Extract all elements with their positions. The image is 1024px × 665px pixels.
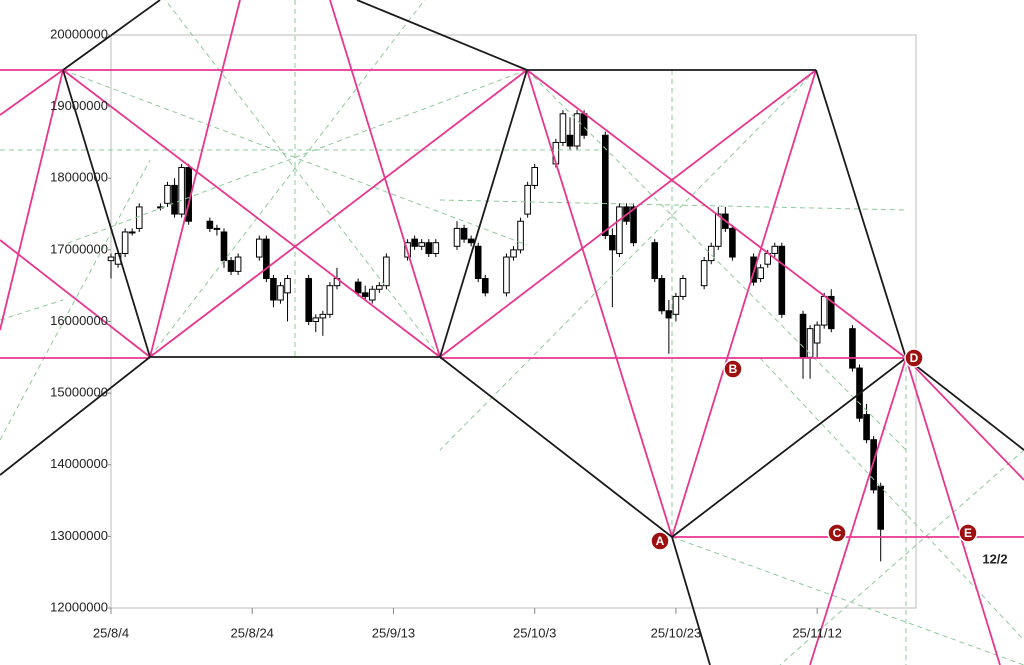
marker-label: D <box>910 351 919 365</box>
candle-body <box>305 278 313 322</box>
candle-body <box>651 242 659 280</box>
candle-body <box>234 256 242 272</box>
candle-body <box>700 260 708 287</box>
candle-body <box>171 184 178 215</box>
candle-body <box>849 328 856 369</box>
x-tick-label: 25/11/12 <box>792 625 842 640</box>
candle-body <box>524 184 531 215</box>
y-tick-label: 15000000 <box>50 385 108 400</box>
candle-body <box>566 134 574 147</box>
candle-body <box>270 278 277 301</box>
candle-body <box>616 206 623 254</box>
candle-body <box>326 285 334 315</box>
candle-body <box>284 278 291 294</box>
candle-body <box>107 256 115 262</box>
candle-body <box>277 285 284 301</box>
candle-body <box>679 278 687 297</box>
candle-body <box>820 295 828 326</box>
candle-body <box>263 238 270 280</box>
candle-body <box>510 249 517 258</box>
candle-body <box>870 439 877 491</box>
candle-body <box>714 213 722 247</box>
candle-body <box>213 227 221 230</box>
point-markers: A B C D E <box>650 348 978 551</box>
candle-body <box>128 231 136 234</box>
x-tick-label: 25/8/24 <box>231 625 274 640</box>
y-tick-label: 12000000 <box>50 599 108 614</box>
candle-body <box>573 113 581 147</box>
candle-body <box>460 227 468 240</box>
candle-body <box>580 113 588 136</box>
candle-body <box>227 260 235 272</box>
candle-body <box>411 238 418 247</box>
candles <box>107 110 884 562</box>
candle-body <box>806 328 814 358</box>
x-tick-label: 25/10/3 <box>513 625 556 640</box>
candle-body <box>255 238 263 258</box>
candle-body <box>121 231 129 254</box>
candle-body <box>178 167 185 215</box>
candle-body <box>206 220 214 229</box>
candle-body <box>771 245 779 254</box>
y-tick-label: 20000000 <box>50 26 108 41</box>
candle-body <box>354 281 362 294</box>
marker-label: A <box>656 534 665 548</box>
candle-body <box>453 227 461 247</box>
candle-body <box>778 245 786 315</box>
candle-body <box>418 242 426 247</box>
candle-body <box>135 206 143 229</box>
y-tick-label: 16000000 <box>50 313 108 328</box>
y-tick-label: 14000000 <box>50 456 108 471</box>
date-note: 12/2 <box>982 551 1007 566</box>
x-tick-label: 25/10/23 <box>651 625 702 640</box>
candle-body <box>672 295 680 315</box>
candle-body <box>376 285 383 290</box>
candle-body <box>799 313 807 358</box>
y-tick-label: 19000000 <box>50 98 108 113</box>
candle-body <box>503 256 510 294</box>
candle-body <box>630 206 637 244</box>
y-tick-label: 18000000 <box>50 170 108 185</box>
candle-body <box>361 292 369 297</box>
candle-body <box>319 313 327 319</box>
candle-body <box>813 324 821 344</box>
candle-body <box>312 317 320 323</box>
candle-body <box>531 167 538 186</box>
candle-body <box>609 235 616 251</box>
x-tick-label: 25/8/4 <box>93 625 129 640</box>
candle-body <box>559 113 567 143</box>
candle-body <box>658 278 666 312</box>
candle-body <box>863 414 870 441</box>
candle-body <box>368 288 376 301</box>
x-tick-label: 25/9/13 <box>372 625 415 640</box>
candle-body <box>827 295 835 330</box>
candle-body <box>425 242 433 254</box>
candle-body <box>383 256 390 287</box>
plot-frame <box>110 34 917 609</box>
marker-label: E <box>964 526 972 540</box>
marker-label: B <box>729 362 738 376</box>
candle-body <box>467 238 475 244</box>
candle-body <box>164 184 171 204</box>
candle-body <box>707 245 715 262</box>
y-tick-label: 17000000 <box>50 241 108 256</box>
candle-body <box>729 227 736 258</box>
marker-label: C <box>833 526 842 540</box>
candle-body <box>877 485 884 530</box>
candle-body <box>665 310 673 319</box>
candle-body <box>481 278 489 294</box>
candle-body <box>517 220 524 251</box>
y-tick-label: 13000000 <box>50 528 108 543</box>
candle-body <box>474 245 482 280</box>
candle-body <box>432 242 440 254</box>
candle-body <box>220 231 228 262</box>
candle-body <box>757 267 764 280</box>
candle-body <box>601 134 609 237</box>
